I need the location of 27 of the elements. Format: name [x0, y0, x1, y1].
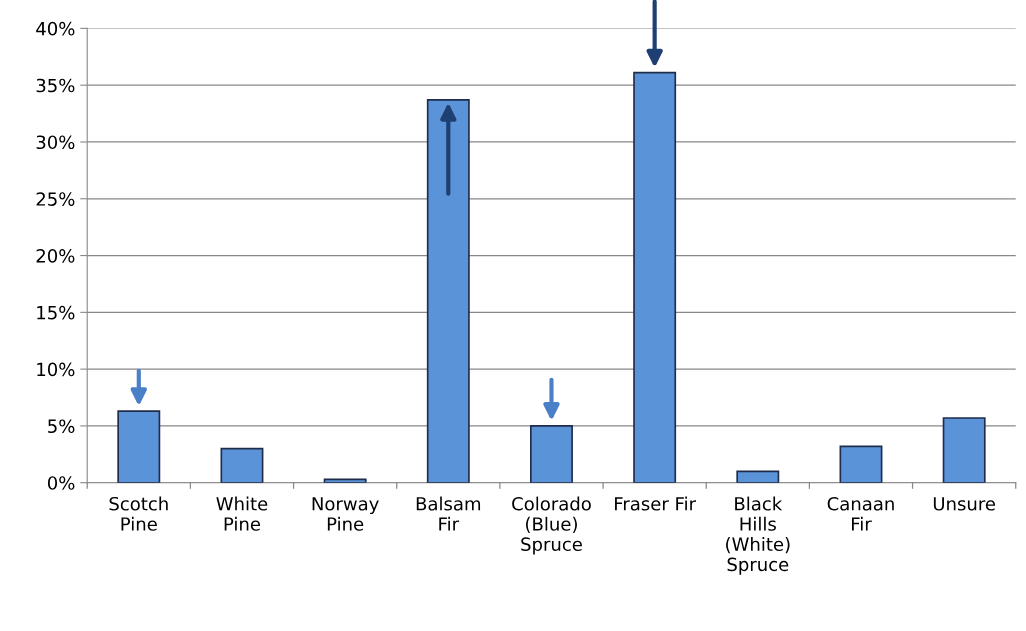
x-tick-label: Norway Pine — [312, 497, 379, 531]
y-tick-label: 30% — [36, 135, 75, 150]
bar — [323, 478, 367, 483]
bar — [736, 470, 780, 483]
bar — [942, 417, 986, 483]
x-tick-label: Fraser Fir — [615, 496, 697, 511]
bar — [839, 445, 883, 483]
bar — [117, 410, 161, 483]
y-tick-label: 10% — [37, 362, 75, 377]
y-tick-label: 40% — [36, 21, 75, 36]
y-tick-label: 15% — [37, 305, 75, 320]
x-tick-label: Colorado (Blue) Spruce — [512, 496, 591, 555]
x-tick-label: Unsure — [933, 497, 996, 511]
bar — [530, 425, 573, 483]
x-tick-label: Balsam Fir — [416, 496, 481, 531]
x-tick-label: Scotch Pine — [109, 496, 168, 531]
y-tick-label: 35% — [36, 78, 75, 93]
bar — [426, 99, 470, 483]
bar — [633, 71, 677, 483]
y-tick-label: 25% — [36, 192, 75, 206]
x-tick-label: White Pine — [216, 496, 268, 531]
x-tick-label: Canaan Fir — [827, 496, 894, 531]
y-tick-label: 20% — [36, 249, 75, 263]
bar — [220, 447, 264, 483]
y-tick-label: 0% — [47, 476, 75, 490]
x-tick-label: Black Hills (White) Spruce — [726, 496, 790, 575]
y-tick-label: 5% — [48, 419, 75, 434]
